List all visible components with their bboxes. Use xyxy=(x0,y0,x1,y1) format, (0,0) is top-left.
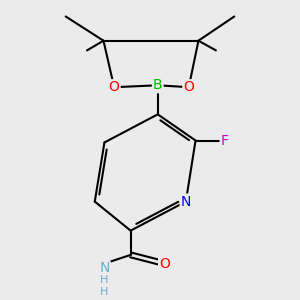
Text: O: O xyxy=(183,80,194,94)
Text: O: O xyxy=(109,80,120,94)
Text: F: F xyxy=(220,134,229,148)
Text: N: N xyxy=(181,195,191,208)
Text: B: B xyxy=(153,78,163,92)
Text: N: N xyxy=(99,261,110,275)
Text: H
H: H H xyxy=(100,275,109,297)
Text: O: O xyxy=(159,256,170,271)
